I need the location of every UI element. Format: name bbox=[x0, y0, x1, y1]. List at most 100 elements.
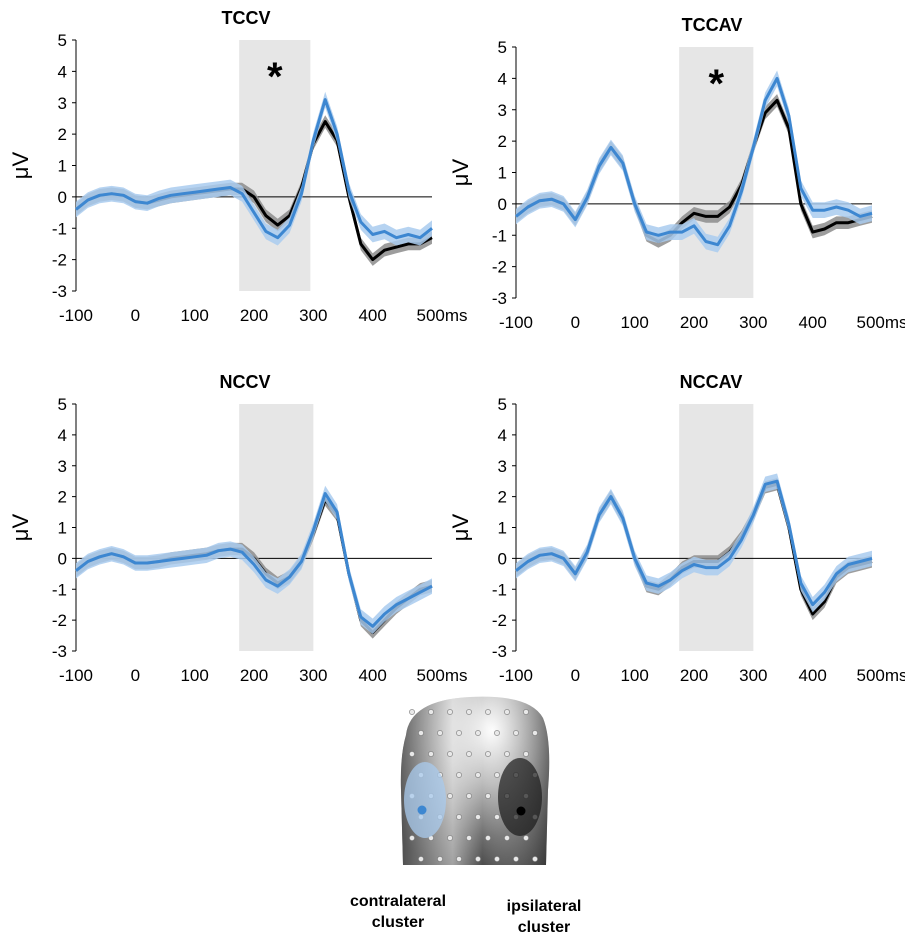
y-tick-label: 2 bbox=[498, 488, 507, 507]
ipsilateral-error-band bbox=[76, 115, 432, 266]
x-tick-label: 0 bbox=[571, 313, 580, 332]
electrode bbox=[485, 751, 491, 757]
analysis-window-shade bbox=[239, 40, 311, 291]
x-tick-label: 100 bbox=[620, 666, 648, 685]
panel-title: NCCV bbox=[219, 372, 270, 392]
x-tick-label: 400 bbox=[358, 666, 386, 685]
y-tick-label: 3 bbox=[498, 101, 507, 120]
y-tick-label: 3 bbox=[58, 457, 67, 476]
electrode bbox=[418, 730, 424, 736]
y-tick-label: 3 bbox=[498, 457, 507, 476]
electrode bbox=[447, 835, 453, 841]
electrode bbox=[494, 730, 500, 736]
x-tick-label: -100 bbox=[59, 666, 93, 685]
ipsilateral-cluster-region bbox=[498, 758, 542, 836]
legend-label-line: cluster bbox=[372, 914, 424, 931]
y-tick-label: 4 bbox=[58, 62, 67, 81]
analysis-window-shade bbox=[239, 404, 314, 651]
electrode bbox=[475, 814, 481, 820]
electrode bbox=[523, 835, 529, 841]
ipsilateral-error-band bbox=[516, 94, 872, 248]
electrode bbox=[504, 709, 510, 715]
y-tick-label: -2 bbox=[492, 611, 507, 630]
y-tick-label: -1 bbox=[492, 226, 507, 245]
legend-label-line: cluster bbox=[518, 919, 570, 936]
electrode bbox=[532, 730, 538, 736]
electrode bbox=[466, 709, 472, 715]
y-tick-label: 2 bbox=[498, 132, 507, 151]
electrode bbox=[494, 772, 500, 778]
y-tick-label: 1 bbox=[58, 157, 67, 176]
electrode bbox=[447, 709, 453, 715]
electrode bbox=[494, 814, 500, 820]
electrode bbox=[466, 751, 472, 757]
x-tick-label: 400 bbox=[798, 313, 826, 332]
y-tick-label: -3 bbox=[492, 289, 507, 308]
electrode bbox=[409, 835, 415, 841]
x-tick-label: 500ms bbox=[856, 313, 905, 332]
y-axis-label: μV bbox=[448, 159, 473, 187]
y-tick-label: -1 bbox=[52, 580, 67, 599]
y-tick-label: -3 bbox=[52, 642, 67, 661]
panel-title: TCCV bbox=[222, 8, 271, 28]
electrode bbox=[409, 751, 415, 757]
x-tick-label: 100 bbox=[620, 313, 648, 332]
y-tick-label: 1 bbox=[58, 519, 67, 538]
y-tick-label: 5 bbox=[58, 395, 67, 414]
electrode bbox=[523, 751, 529, 757]
x-tick-label: 200 bbox=[680, 313, 708, 332]
electrode bbox=[409, 709, 415, 715]
x-tick-label: 500ms bbox=[856, 666, 905, 685]
y-tick-label: 5 bbox=[58, 31, 67, 50]
x-tick-label: 100 bbox=[180, 306, 208, 325]
y-tick-label: 0 bbox=[498, 195, 507, 214]
x-tick-label: 400 bbox=[798, 666, 826, 685]
x-tick-label: 200 bbox=[240, 306, 268, 325]
contralateral-line bbox=[515, 76, 873, 247]
x-tick-label: 200 bbox=[680, 666, 708, 685]
panel-nccv: 5 4 3 2 1 0 -1 -2 -3 -100 0 100 200 300 400 500ms μV NCCV bbox=[8, 372, 468, 685]
electrode bbox=[504, 751, 510, 757]
y-tick-label: -3 bbox=[52, 282, 67, 301]
significance-marker: * bbox=[267, 55, 283, 99]
electrode bbox=[456, 814, 462, 820]
x-tick-label: 0 bbox=[131, 666, 140, 685]
electrode bbox=[485, 793, 491, 799]
panel-tccav: 5 4 3 2 1 0 -1 -2 -3 -100 0 100 200 300 400 500ms μV TCCA… bbox=[448, 15, 905, 332]
electrode bbox=[475, 730, 481, 736]
x-tick-label: -100 bbox=[59, 306, 93, 325]
ipsilateral-cluster-label: ipsilateral cluster bbox=[507, 898, 582, 936]
y-tick-label: -1 bbox=[492, 580, 507, 599]
legend-label-line: contralateral bbox=[350, 893, 446, 910]
contralateral-line bbox=[75, 98, 433, 240]
significance-marker: * bbox=[708, 62, 724, 106]
x-tick-label: 300 bbox=[739, 666, 767, 685]
y-tick-label: -3 bbox=[492, 642, 507, 661]
y-tick-label: -2 bbox=[52, 611, 67, 630]
x-tick-label: 500ms bbox=[416, 306, 467, 325]
x-tick-label: 300 bbox=[299, 306, 327, 325]
y-tick-label: -1 bbox=[52, 219, 67, 238]
ipsilateral-cluster-dot bbox=[516, 806, 526, 816]
electrode bbox=[456, 730, 462, 736]
electrode bbox=[466, 835, 472, 841]
electrode bbox=[437, 730, 443, 736]
x-tick-label: 400 bbox=[358, 306, 386, 325]
panel-title: NCCAV bbox=[680, 372, 743, 392]
head-electrode-map bbox=[400, 696, 550, 865]
electrode bbox=[475, 772, 481, 778]
y-tick-label: 5 bbox=[498, 395, 507, 414]
panel-title: TCCAV bbox=[682, 15, 743, 35]
electrode bbox=[513, 730, 519, 736]
x-tick-label: 0 bbox=[131, 306, 140, 325]
y-tick-label: 1 bbox=[498, 519, 507, 538]
panel-nccav: 5 4 3 2 1 0 -1 -2 -3 -100 0 100 200 300 400 500ms μV NCCA… bbox=[448, 372, 905, 685]
y-tick-label: 2 bbox=[58, 488, 67, 507]
electrode bbox=[456, 856, 462, 862]
y-tick-label: 2 bbox=[58, 125, 67, 144]
x-tick-label: -100 bbox=[499, 313, 533, 332]
electrode bbox=[485, 835, 491, 841]
y-tick-label: -2 bbox=[492, 258, 507, 277]
electrode bbox=[428, 709, 434, 715]
y-tick-label: 3 bbox=[58, 94, 67, 113]
